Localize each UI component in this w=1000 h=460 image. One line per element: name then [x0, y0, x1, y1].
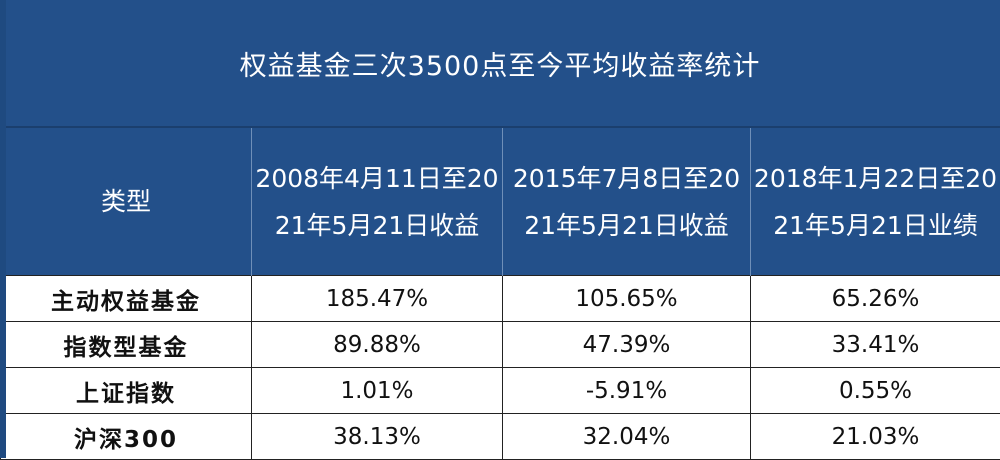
table-cell: 1.01% [252, 368, 503, 414]
header-row: 类型 2008年4月11日至2021年5月21日收益 2015年7月8日至202… [1, 128, 1000, 276]
table-cell: 47.39% [503, 322, 751, 368]
table-row: 上证指数 1.01% -5.91% 0.55% [1, 368, 1000, 414]
returns-table: 类型 2008年4月11日至2021年5月21日收益 2015年7月8日至202… [0, 128, 1000, 460]
table-cell: 65.26% [751, 276, 1000, 322]
table-cell: 89.88% [252, 322, 503, 368]
row-name: 沪深300 [1, 414, 252, 460]
table-cell: 185.47% [252, 276, 503, 322]
header-period-2018: 2018年1月22日至2021年5月21日业绩 [751, 128, 1000, 276]
table-row: 沪深300 38.13% 32.04% 21.03% [1, 414, 1000, 460]
table-row: 主动权益基金 185.47% 105.65% 65.26% [1, 276, 1000, 322]
table-row: 指数型基金 89.88% 47.39% 33.41% [1, 322, 1000, 368]
table-cell: 38.13% [252, 414, 503, 460]
table-cell: 0.55% [751, 368, 1000, 414]
left-edge-stripe [0, 0, 6, 458]
row-name: 上证指数 [1, 368, 252, 414]
header-period-2015: 2015年7月8日至2021年5月21日收益 [503, 128, 751, 276]
table-cell: 105.65% [503, 276, 751, 322]
table-cell: 33.41% [751, 322, 1000, 368]
table-cell: 32.04% [503, 414, 751, 460]
header-period-2008: 2008年4月11日至2021年5月21日收益 [252, 128, 503, 276]
title-banner: 权益基金三次3500点至今平均收益率统计 [0, 0, 1000, 128]
row-name: 指数型基金 [1, 322, 252, 368]
table-title: 权益基金三次3500点至今平均收益率统计 [240, 44, 761, 83]
row-name: 主动权益基金 [1, 276, 252, 322]
table-cell: -5.91% [503, 368, 751, 414]
table-cell: 21.03% [751, 414, 1000, 460]
header-type: 类型 [1, 128, 252, 276]
